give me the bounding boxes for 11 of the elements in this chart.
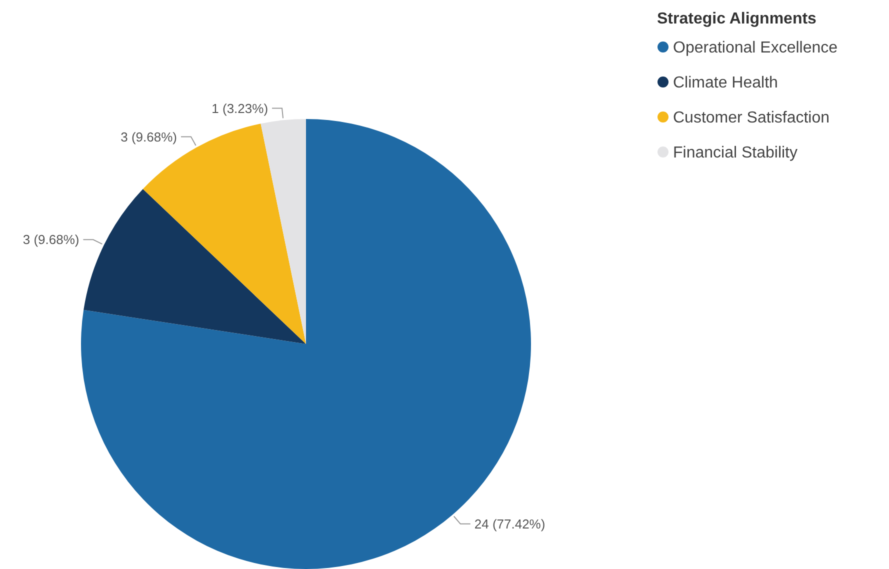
- data-label: 3 (9.68%): [120, 129, 177, 144]
- pie-slice: [260, 119, 306, 344]
- data-label: 24 (77.42%): [474, 516, 546, 532]
- data-label: 1 (3.23%): [212, 100, 268, 116]
- pie-slice: [84, 188, 306, 344]
- legend-label: Climate Health: [673, 74, 778, 92]
- legend-title: Strategic Alignments: [657, 10, 817, 28]
- legend-label: Financial Stability: [673, 144, 798, 162]
- legend-label: Operational Excellence: [673, 40, 838, 57]
- data-label: 3 (9.68%): [22, 232, 80, 248]
- legend-label: Customer Satisfaction: [673, 110, 830, 127]
